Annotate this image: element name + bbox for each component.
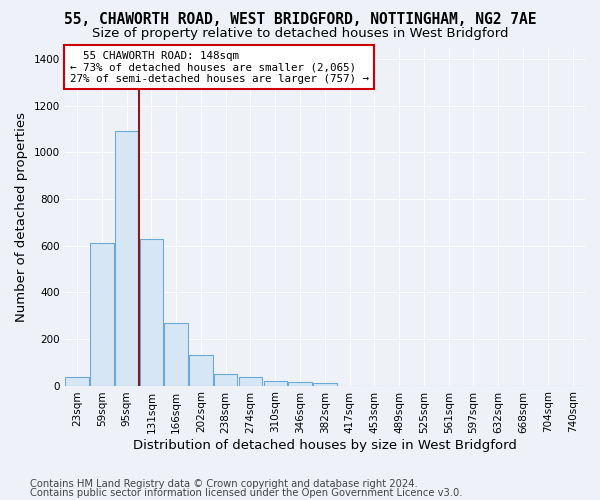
Bar (288, 382, 312, 386)
Text: Contains public sector information licensed under the Open Government Licence v3: Contains public sector information licen… (30, 488, 463, 498)
Bar (140, 238, 163, 386)
Text: Size of property relative to detached houses in West Bridgford: Size of property relative to detached ho… (92, 28, 508, 40)
Bar (65, 378, 89, 386)
Bar (214, 374, 238, 386)
Text: 55, CHAWORTH ROAD, WEST BRIDGFORD, NOTTINGHAM, NG2 7AE: 55, CHAWORTH ROAD, WEST BRIDGFORD, NOTTI… (64, 12, 536, 28)
Text: Contains HM Land Registry data © Crown copyright and database right 2024.: Contains HM Land Registry data © Crown c… (30, 479, 418, 489)
Y-axis label: Number of detached properties: Number of detached properties (15, 112, 28, 322)
X-axis label: Distribution of detached houses by size in West Bridgford: Distribution of detached houses by size … (133, 440, 517, 452)
Bar (239, 378, 262, 386)
Bar (313, 383, 337, 386)
Bar (164, 322, 188, 386)
Bar (115, 132, 139, 386)
Text: 55 CHAWORTH ROAD: 148sqm  
← 73% of detached houses are smaller (2,065)
27% of s: 55 CHAWORTH ROAD: 148sqm ← 73% of detach… (70, 51, 369, 84)
Bar (189, 356, 213, 386)
Bar (263, 381, 287, 386)
Bar (90, 244, 113, 386)
